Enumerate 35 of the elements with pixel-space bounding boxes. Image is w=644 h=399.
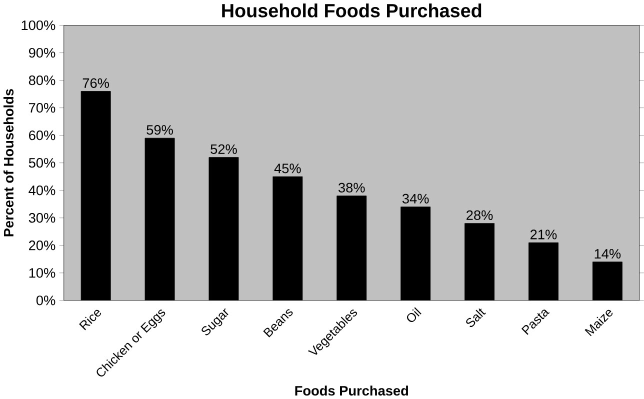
y-tick-label: 10% [29, 268, 56, 278]
data-label: 76% [82, 78, 110, 88]
x-tick-label: Oil [406, 307, 422, 322]
y-tick-label: 50% [28, 158, 56, 168]
x-axis-title: Foods Purchased [295, 386, 408, 396]
data-label: 45% [274, 164, 301, 174]
x-tick-label: Salt [466, 308, 486, 327]
chart-title: Household Foods Purchased [222, 3, 482, 18]
bar [336, 196, 367, 300]
bar [144, 138, 175, 300]
y-axis-title: Percent of Households [3, 89, 14, 236]
y-tick-label: 80% [28, 75, 56, 86]
data-label: 28% [466, 210, 493, 220]
data-label: 14% [594, 248, 621, 258]
data-label: 59% [146, 125, 173, 135]
data-label: 52% [210, 144, 237, 154]
y-tick-label: 20% [29, 240, 56, 250]
data-label: 38% [338, 182, 365, 192]
bar [272, 176, 303, 300]
data-label: 34% [402, 194, 429, 204]
y-tick-label: 40% [28, 185, 56, 196]
y-tick-label: 70% [29, 102, 56, 113]
bar [400, 206, 431, 300]
bar [208, 157, 239, 300]
y-tick-label: 100% [22, 20, 56, 30]
y-tick-label: 90% [28, 48, 56, 58]
data-label: 21% [530, 230, 557, 240]
y-tick-label: 0% [36, 296, 56, 306]
bar [80, 91, 111, 300]
x-tick-label: Rice [79, 310, 101, 330]
bar [592, 262, 622, 300]
bar [464, 223, 495, 300]
y-tick-label: 30% [28, 212, 56, 223]
y-tick-label: 60% [29, 130, 56, 140]
bar [528, 242, 558, 300]
